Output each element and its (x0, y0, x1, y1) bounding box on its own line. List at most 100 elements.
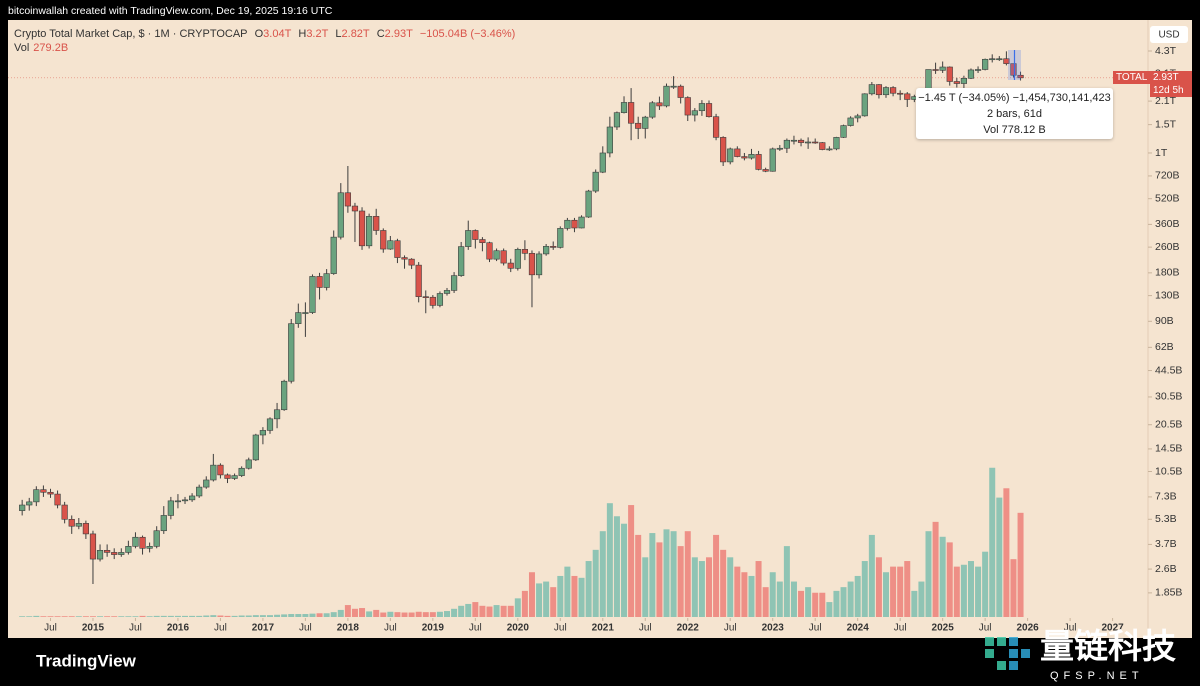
candle-body (875, 84, 883, 96)
volume-bar (918, 581, 925, 617)
y-tick-label: 62B (1155, 341, 1174, 353)
volume-bar (521, 590, 528, 617)
volume-bar (238, 615, 245, 617)
candle-body (47, 491, 54, 495)
volume-bar (139, 615, 146, 617)
candle-body (344, 192, 351, 207)
candle-body (118, 552, 125, 555)
volume-bar (1010, 559, 1017, 617)
volume-bar (847, 581, 854, 617)
volume-bar (266, 615, 273, 617)
x-tick-label: Jul (214, 623, 227, 634)
volume-bar (932, 521, 939, 617)
candle-body (507, 262, 514, 269)
symbol-title: Crypto Total Market Cap, $ · 1M · CRYPTO… (14, 28, 248, 40)
candle-body (974, 69, 982, 71)
candle-body (203, 479, 210, 488)
x-tick-label: Jul (44, 623, 57, 634)
volume-bar (344, 605, 351, 617)
candle-body (620, 102, 628, 113)
candle-body (854, 115, 861, 119)
candle-body (755, 154, 762, 170)
candle-body (61, 504, 68, 520)
volume-bar (960, 564, 967, 617)
candle-body (351, 205, 359, 212)
candle-body (564, 219, 571, 229)
volume-bar (415, 611, 422, 617)
volume-bar (691, 557, 698, 617)
volume-bar (812, 592, 819, 617)
volume-bar (564, 566, 571, 617)
volume-bar (196, 615, 203, 617)
volume-bar (507, 605, 514, 617)
candle-body (783, 139, 790, 149)
volume-bar (613, 516, 620, 617)
candle-body (458, 246, 465, 276)
volume-label: Vol (14, 42, 30, 54)
candle-body (769, 148, 776, 172)
volume-bar (274, 614, 281, 617)
candle-body (415, 264, 422, 297)
volume-bar (366, 611, 373, 617)
volume-bar (592, 549, 599, 617)
volume-bar (436, 611, 443, 617)
footer-text: TradingView (36, 651, 137, 670)
candle-body (132, 536, 139, 547)
candle-body (833, 137, 840, 150)
candle-body (252, 434, 259, 461)
volume-bar (118, 616, 125, 617)
candle-body (111, 552, 118, 555)
x-tick-label: 2019 (422, 623, 445, 634)
candle-body (373, 216, 380, 231)
candle-body (75, 523, 82, 527)
candle-body (167, 500, 174, 516)
volume-bar (755, 561, 762, 617)
volume-bar (514, 598, 521, 617)
x-tick-label: Jul (979, 623, 992, 634)
candle-body (762, 169, 769, 172)
volume-bar (61, 616, 68, 617)
candle-body (295, 312, 302, 324)
candle-body (585, 190, 592, 218)
candle-body (245, 459, 252, 469)
volume-bar (351, 608, 358, 617)
y-tick-label: 520B (1155, 192, 1180, 204)
volume-bar (734, 566, 741, 617)
volume-bar (68, 616, 75, 617)
y-tick-label: 360B (1155, 218, 1180, 230)
candle-body (443, 290, 451, 294)
volume-bar (451, 608, 458, 617)
volume-bar (656, 542, 663, 617)
candle-body (316, 276, 323, 288)
volume-bar (606, 503, 613, 617)
candle-body (712, 116, 720, 138)
candle-body (486, 242, 493, 260)
tooltip-line: 2 bars, 61d (986, 108, 1043, 120)
candle-body (302, 312, 309, 314)
candle-body (628, 102, 635, 124)
y-tick-label: 260B (1155, 241, 1180, 253)
volume-bar (705, 557, 712, 617)
volume-bar (252, 615, 259, 617)
candle-body (160, 515, 167, 532)
candle-body (932, 69, 939, 71)
volume-bar (550, 587, 557, 617)
volume-bar (635, 534, 642, 617)
y-tick-label: 10.5B (1155, 465, 1182, 477)
volume-bar (727, 557, 734, 617)
candle-body (1010, 63, 1017, 76)
candle-body (521, 249, 528, 254)
candle-body (1017, 74, 1024, 79)
candle-body (394, 240, 401, 258)
x-tick-label: 2027 (1101, 623, 1124, 634)
x-tick-label: Jul (129, 623, 142, 634)
volume-bar (472, 602, 479, 617)
x-tick-label: Jul (639, 623, 652, 634)
candle-body (309, 276, 316, 313)
candle-body (366, 216, 373, 247)
x-tick-label: 2016 (167, 623, 190, 634)
volume-bar (790, 581, 797, 617)
candle-body (514, 249, 521, 269)
x-tick-label: 2023 (762, 623, 785, 634)
volume-bar (330, 612, 337, 617)
